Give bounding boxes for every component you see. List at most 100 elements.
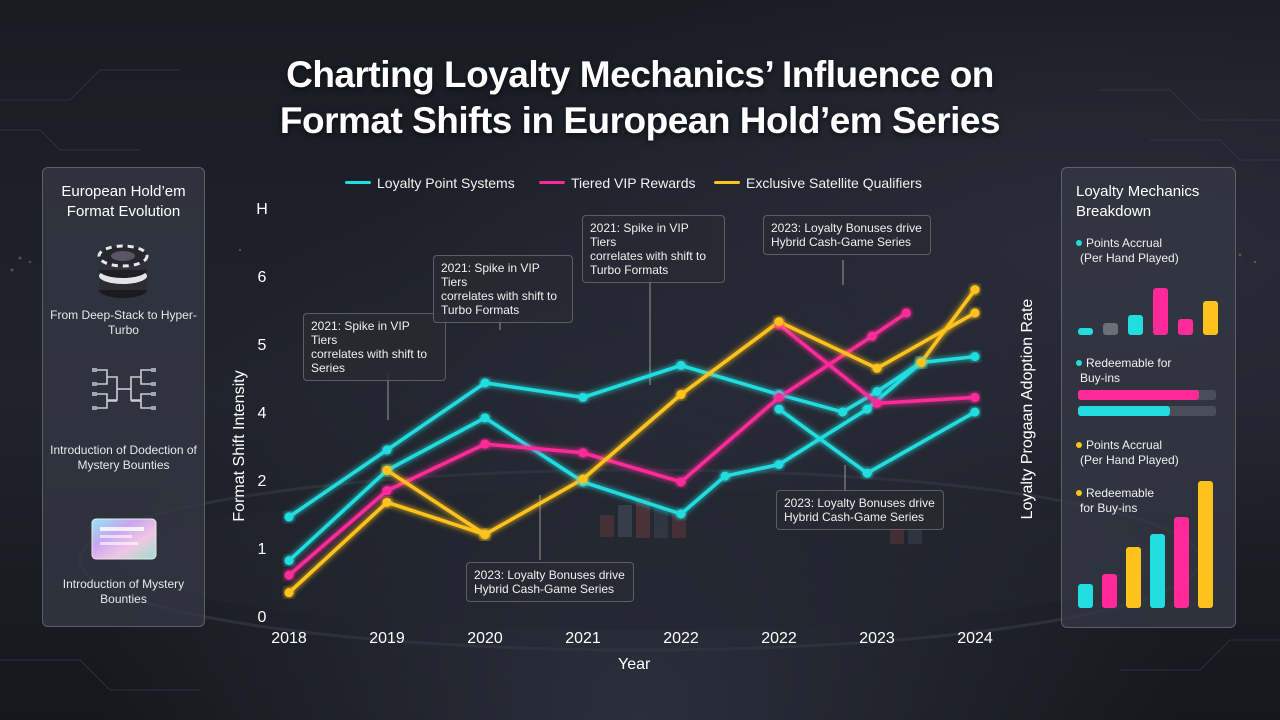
- poker-chips-icon: [97, 244, 149, 298]
- y-tick-label: 5: [258, 337, 267, 354]
- data-point: [970, 352, 980, 362]
- annotation-callout: 2023: Loyalty Bonuses drive Hybrid Cash-…: [763, 215, 931, 255]
- series-line-2: [777, 407, 977, 475]
- annotation-line: 2021: Spike in VIP Tiers: [441, 261, 540, 289]
- x-tick-label: 2020: [467, 630, 503, 647]
- series-line-6: [385, 468, 487, 537]
- data-point: [774, 317, 784, 327]
- item-label: Points Accrual: [1086, 438, 1163, 452]
- title-line-2: Format Shifts in European Hold’em Series: [279, 100, 1001, 141]
- breakdown-item: Points Accrual (Per Hand Played): [1076, 236, 1179, 266]
- data-point: [970, 392, 980, 402]
- y2-axis-title: Loyalty Progaan Adoption Rate: [1019, 298, 1036, 520]
- data-point: [901, 308, 911, 318]
- item-label: for Buy-ins: [1080, 501, 1138, 515]
- x-tick-label: 2024: [957, 630, 993, 647]
- mini-bar: [1150, 534, 1165, 608]
- data-point: [480, 413, 490, 423]
- format-evolution-panel: European Hold’em Format Evolution From D…: [42, 167, 205, 627]
- legend-label: Loyalty Point Systems: [377, 175, 515, 191]
- item-label: Points Accrual: [1086, 236, 1163, 250]
- annotation-line: Series: [311, 361, 346, 375]
- mini-bar: [1203, 301, 1218, 335]
- data-point: [284, 588, 294, 598]
- panel-caption: Introduction of Dodection of Mystery Bou…: [50, 443, 197, 472]
- progress-fill: [1078, 390, 1199, 400]
- annotation-callout: 2021: Spike in VIP Tiers correlates with…: [433, 255, 573, 323]
- mini-bar: [1103, 323, 1118, 335]
- legend-label: Exclusive Satellite Qualifiers: [746, 175, 922, 191]
- title-line-1: Charting Loyalty Mechanics’ Influence on: [286, 54, 994, 95]
- y-tick-label: 2: [258, 473, 267, 490]
- progress-track: [1078, 406, 1216, 416]
- annotation-line: Hybrid Cash-Game Series: [771, 235, 912, 249]
- series-line-0: [287, 354, 977, 519]
- progress-track: [1078, 390, 1216, 400]
- annotation-callout: 2023: Loyalty Bonuses drive Hybrid Cash-…: [466, 562, 634, 602]
- data-point: [774, 404, 784, 414]
- data-point: [916, 357, 926, 367]
- data-point: [382, 465, 392, 475]
- data-point: [872, 363, 882, 373]
- data-point: [578, 448, 588, 458]
- mini-bar: [1102, 574, 1117, 608]
- data-point: [970, 285, 980, 295]
- data-point: [676, 477, 686, 487]
- annotation-line: Turbo Formats: [441, 303, 520, 317]
- tournament-bracket-icon: [92, 368, 156, 410]
- series-line-7: [919, 287, 977, 365]
- annotation-line: Turbo Formats: [590, 263, 669, 277]
- mini-bar: [1153, 288, 1168, 335]
- data-point: [480, 439, 490, 449]
- progress-fill: [1078, 406, 1170, 416]
- data-point: [720, 471, 730, 481]
- item-label: (Per Hand Played): [1080, 453, 1179, 467]
- legend-swatch-magenta: [539, 181, 565, 184]
- bullet-dot: [1076, 442, 1082, 448]
- legend-item-exclusive-satellite-qualifiers: Exclusive Satellite Qualifiers: [714, 173, 922, 193]
- page-title: Charting Loyalty Mechanics’ Influence on…: [0, 52, 1280, 144]
- annotation-line: 2021: Spike in VIP Tiers: [311, 319, 410, 347]
- panel-title: European Hold’em Format Evolution: [61, 183, 186, 220]
- bullet-dot: [1076, 240, 1082, 246]
- mini-bar: [1198, 481, 1213, 608]
- annotation-line: 2023: Loyalty Bonuses drive: [784, 496, 935, 510]
- y-tick-label: 1: [258, 541, 267, 558]
- series-line-5: [287, 311, 977, 595]
- x-tick-label: 2018: [271, 630, 307, 647]
- data-point: [872, 387, 882, 397]
- data-point: [676, 360, 686, 370]
- x-tick-label: 2022: [663, 630, 699, 647]
- x-axis-title: Year: [618, 656, 651, 673]
- breakdown-item: Redeemable for Buy-ins: [1076, 486, 1154, 516]
- holographic-card-icon: [91, 518, 157, 560]
- data-point: [284, 570, 294, 580]
- mechanics-breakdown-panel: Loyalty Mechanics Breakdown Points Accru…: [1061, 167, 1236, 628]
- annotation-line: Hybrid Cash-Game Series: [784, 510, 925, 524]
- data-point: [867, 331, 877, 341]
- annotation-line: correlates with shift to: [590, 249, 707, 263]
- data-point: [480, 529, 490, 539]
- data-point: [838, 407, 848, 417]
- data-point: [774, 392, 784, 402]
- data-point: [774, 459, 784, 469]
- x-tick-label: 2022: [761, 630, 797, 647]
- x-tick-label: 2021: [565, 630, 601, 647]
- y-tick-label: 4: [258, 405, 267, 422]
- panel-caption: From Deep-Stack to Hyper-Turbo: [50, 308, 197, 337]
- bullet-dot: [1076, 360, 1082, 366]
- annotation-line: 2023: Loyalty Bonuses drive: [474, 568, 625, 582]
- mini-bar: [1078, 328, 1093, 335]
- item-label: Buy-ins: [1080, 371, 1121, 385]
- data-point: [970, 308, 980, 318]
- panel-title: Loyalty Mechanics Breakdown: [1076, 183, 1200, 220]
- item-label: Redeemable: [1086, 486, 1155, 500]
- y-axis-title: Format Shift Intensity: [231, 370, 248, 522]
- legend-item-loyalty-point-systems: Loyalty Point Systems: [345, 173, 515, 193]
- data-point: [480, 378, 490, 388]
- legend-item-tiered-vip-rewards: Tiered VIP Rewards: [539, 173, 696, 193]
- breakdown-item: Points Accrual (Per Hand Played): [1076, 438, 1179, 468]
- breakdown-item: Redeemable for Buy-ins: [1076, 356, 1171, 386]
- annotation-line: 2023: Loyalty Bonuses drive: [771, 221, 922, 235]
